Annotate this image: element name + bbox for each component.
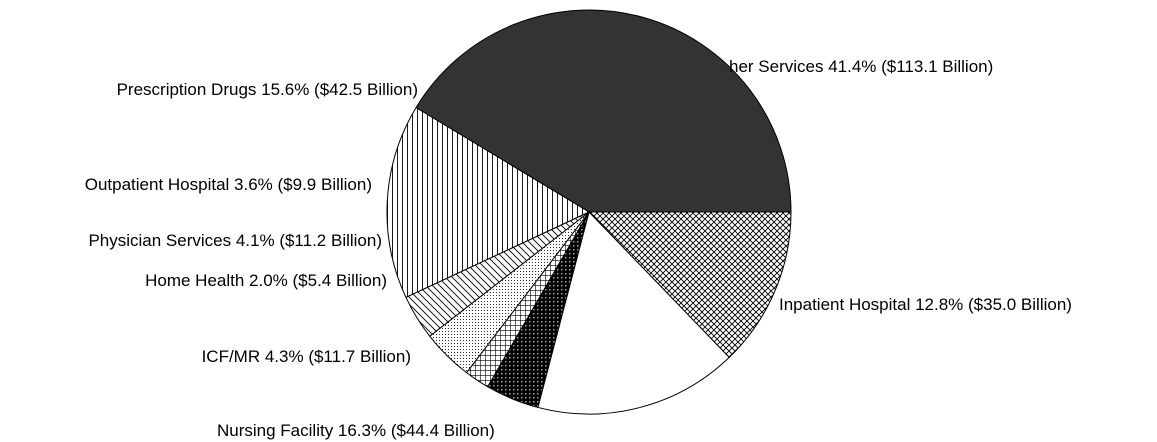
pie-slice-nursing-facility bbox=[537, 211, 730, 415]
slice-label-physician-services: Physician Services 4.1% ($11.2 Billion) bbox=[88, 231, 382, 250]
slice-label-outpatient-hospital: Outpatient Hospital 3.6% ($9.9 Billion) bbox=[85, 175, 372, 194]
pie-slice-prescription-drugs bbox=[386, 106, 591, 299]
slice-label-inpatient-hospital: Inpatient Hospital 12.8% ($35.0 Billion) bbox=[779, 295, 1072, 314]
pie-slice-labels: her Services 41.4% ($113.1 Billion) Inpat… bbox=[85, 57, 1072, 440]
pie-slice-other-services bbox=[415, 9, 792, 213]
slice-label-other-services: her Services 41.4% ($113.1 Billion) bbox=[729, 57, 993, 76]
slice-label-home-health: Home Health 2.0% ($5.4 Billion) bbox=[145, 271, 387, 290]
slice-label-icf-mr: ICF/MR 4.3% ($11.7 Billion) bbox=[202, 347, 411, 366]
slice-label-prescription-drugs: Prescription Drugs 15.6% ($42.5 Billion) bbox=[117, 80, 418, 99]
slice-label-nursing-facility: Nursing Facility 16.3% ($44.4 Billion) bbox=[217, 421, 495, 440]
pie-slices bbox=[386, 9, 792, 415]
pie-slice-inpatient-hospital bbox=[587, 211, 792, 359]
